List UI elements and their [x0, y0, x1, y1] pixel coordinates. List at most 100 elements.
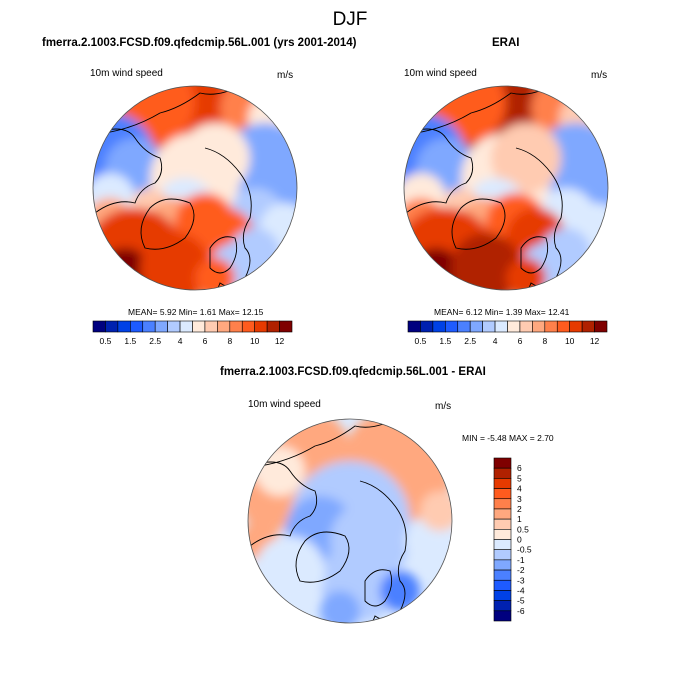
panel3-colorbar-box — [493, 508, 512, 520]
panel1-coastline — [140, 198, 195, 250]
panel1-colorbar: 0.5 1.5 2.5 4 6 8 10 12 — [92, 320, 293, 346]
panel1-colorbar-box — [92, 320, 106, 333]
panel2-colorbar-box — [507, 320, 521, 333]
panel2-colorbar-tick-label: 4 — [493, 336, 498, 346]
panel1-coastline — [94, 128, 163, 214]
panel2-colorbar-box — [445, 320, 459, 333]
panel2-stats: MEAN= 6.12 Min= 1.39 Max= 12.41 — [434, 307, 570, 317]
panel3-colorbar-tick-label: 3 — [517, 494, 522, 504]
panel2-title: ERAI — [492, 37, 520, 49]
panel2-contour-region — [506, 258, 546, 290]
panel1-colorbar-box — [279, 320, 293, 333]
panel2-colorbar-box — [569, 320, 583, 333]
panel3-colorbar-tick-label: 0.5 — [517, 524, 529, 534]
panel1-title: fmerra.2.1003.FCSD.f09.qfedcmip.56L.001 … — [42, 37, 357, 49]
panel3-colorbar-tick-label: 6 — [517, 463, 522, 473]
panel1-colorbar-tick-label: 2.5 — [149, 336, 161, 346]
panel3-stats: MIN = -5.48 MAX = 2.70 — [462, 433, 554, 443]
panel1-map — [92, 85, 298, 291]
panel2-coastline — [405, 128, 474, 214]
panel3-colorbar-box — [493, 467, 512, 479]
panel3-colorbar-tick-label: -0.5 — [517, 545, 532, 555]
panel3-colorbar-box — [493, 529, 512, 540]
panel3-map-border — [247, 418, 453, 624]
panel2-colorbar-box — [544, 320, 558, 333]
panel3-colorbar-tick-label: 1 — [517, 514, 522, 524]
panel1-coastline — [199, 147, 252, 290]
panel3-colorbar-box — [493, 559, 512, 571]
panel1-colorbar-tick-label: 4 — [178, 336, 183, 346]
panel2-map — [403, 85, 609, 291]
panel2-colorbar-box — [556, 320, 570, 333]
panel2-colorbar-box — [581, 320, 595, 333]
panel1-colorbar-box — [167, 320, 181, 333]
panel3-colorbar-box — [493, 590, 512, 601]
panel2-colorbar-tick-label: 8 — [542, 336, 547, 346]
panel1-contours — [93, 86, 297, 290]
panel1-colorbar-tick-label: 6 — [203, 336, 208, 346]
panel1-colorbar-box — [117, 320, 131, 333]
panel2-colorbar: 0.5 1.5 2.5 4 6 8 10 12 — [407, 320, 608, 346]
panel2-field — [404, 86, 608, 290]
panel3-colorbar-box — [493, 457, 512, 469]
panel3-contour-region — [320, 591, 360, 623]
panel1-colorbar-box — [179, 320, 193, 333]
panel2-colorbar-box — [420, 320, 434, 333]
panel2-colorbar-box — [519, 320, 533, 333]
panel3-coastline — [249, 461, 318, 547]
panel1-colorbar-tick-label: 12 — [275, 336, 285, 346]
panel3-field — [248, 419, 452, 623]
panel3-colorbar-tick-label: -6 — [517, 606, 525, 616]
panel3-contour-region — [255, 536, 325, 606]
panel3-units-label: m/s — [435, 401, 452, 412]
panel1-units-label: m/s — [277, 70, 294, 81]
panel2-colorbar-box — [532, 320, 546, 333]
panel3-colorbar-tick-label: -4 — [517, 585, 525, 595]
panel3-colorbar-tick-label: 0 — [517, 535, 522, 545]
panel2-colorbar-box — [432, 320, 446, 333]
panel3-colorbar-tick-label: -3 — [517, 575, 525, 585]
panel2-units-label: m/s — [591, 70, 608, 81]
panel2-colorbar-tick-label: 6 — [518, 336, 523, 346]
panel3-coastline — [354, 480, 407, 623]
panel3-contour-region — [255, 446, 305, 496]
panel2-coastline — [510, 147, 563, 290]
panel3-colorbar-tick-label: 2 — [517, 504, 522, 514]
panel3-colorbar-box — [493, 478, 512, 489]
panel1-colorbar-box — [241, 320, 255, 333]
panel2-colorbar-box — [594, 320, 608, 333]
panel2-coastline — [451, 198, 506, 250]
panel3-colorbar-box — [493, 488, 512, 500]
panel1-colorbar-box — [105, 320, 119, 333]
panel1-colorbar-box — [229, 320, 243, 333]
panel1-colorbar-tick-label: 0.5 — [100, 336, 112, 346]
panel3-map — [247, 418, 453, 624]
panel1-stats: MEAN= 5.92 Min= 1.61 Max= 12.15 — [128, 307, 264, 317]
panel1-field — [93, 86, 297, 290]
panel1-colorbar-box — [154, 320, 168, 333]
panel3-coastline — [364, 569, 393, 607]
panel3-colorbar-box — [493, 539, 512, 550]
panel2-map-border — [403, 85, 609, 291]
panel1-contour-region — [180, 123, 250, 193]
panel3-colorbar-tick-label: 4 — [517, 484, 522, 494]
panel2-colorbar-box — [469, 320, 483, 333]
panel1-colorbar-box — [130, 320, 144, 333]
panel3-variable-label: 10m wind speed — [248, 399, 321, 410]
panel3-contour-region — [380, 571, 420, 611]
panel2-colorbar-tick-label: 12 — [590, 336, 600, 346]
panel3-colorbar-box — [493, 600, 512, 612]
panel3-colorbar-box — [493, 518, 512, 530]
panel2-colorbar-tick-label: 1.5 — [439, 336, 451, 346]
panel3-colorbar-box — [493, 610, 512, 622]
panel3-colorbar-tick-label: -1 — [517, 555, 525, 565]
panel3-coastline — [295, 531, 350, 583]
panel3-colorbar-box — [493, 579, 512, 591]
panel1-colorbar-tick-label: 8 — [227, 336, 232, 346]
panel1-contour-region — [195, 258, 235, 290]
panel1-colorbar-box — [142, 320, 156, 333]
figure-title: DJF — [332, 9, 368, 30]
panel1-colorbar-box — [266, 320, 280, 333]
